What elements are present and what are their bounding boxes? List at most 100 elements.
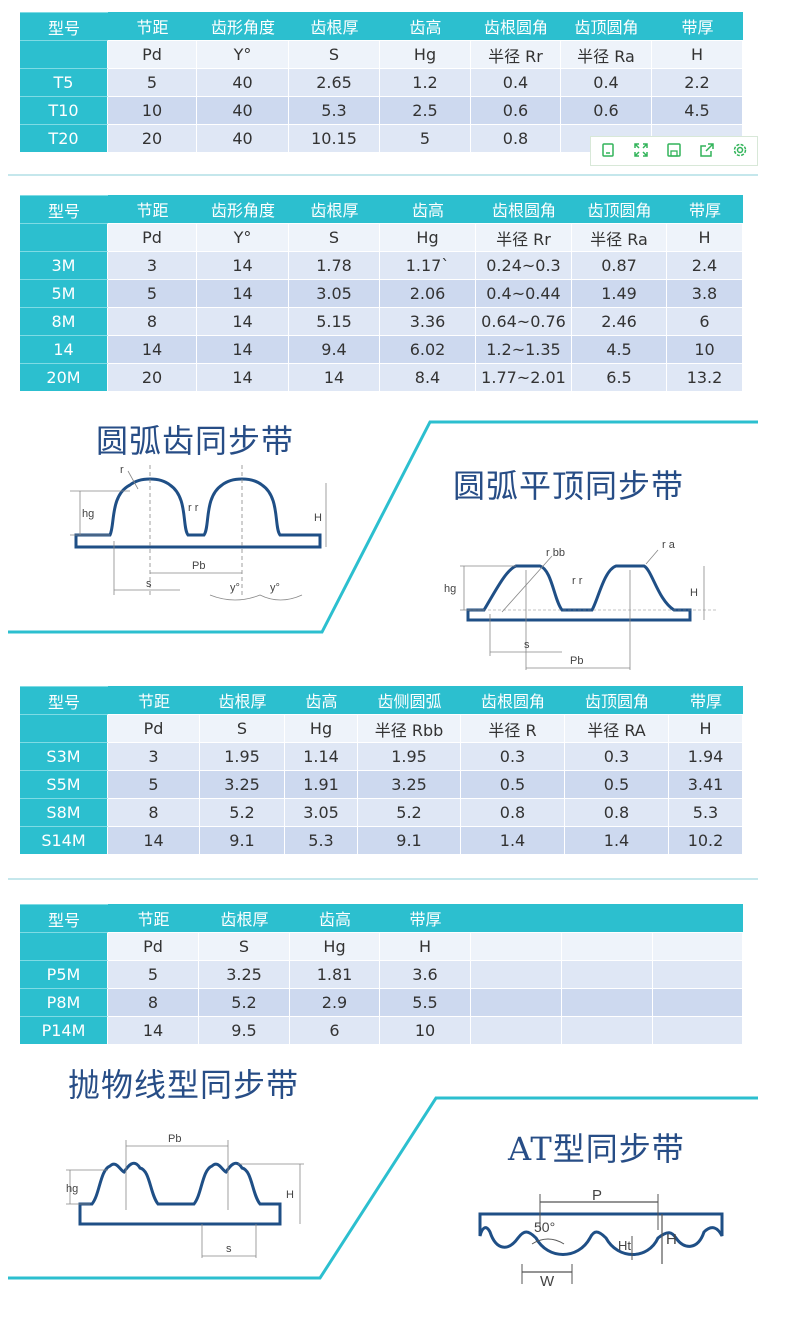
table-row-cell: 14 [197,279,289,307]
header-row-cell: 齿根圆角 [461,686,565,714]
header-row-cell: 齿侧圆弧 [358,686,461,714]
table-row-cell [653,1016,743,1044]
table-row-cell: 10 [380,1016,471,1044]
subheader-row-cell: H [667,223,743,251]
table-row-cell: 8.4 [380,363,476,391]
header-row-cell: 齿根圆角 [476,195,572,223]
section-title-parabolic: 抛物线型同步带 [68,1066,300,1104]
table-row-cell: 5 [108,279,197,307]
table-row-cell: S3M [20,742,108,770]
header-row-cell: 型号 [20,904,108,932]
label-hg: hg [82,508,94,520]
table-row-cell [562,1016,653,1044]
table-row-cell: S8M [20,798,108,826]
table-row-cell: 1.91 [285,770,358,798]
subheader-row-cell: Pd [108,40,197,68]
subheader-row-cell: 半径 Ra [572,223,667,251]
header-row-cell: 型号 [20,686,108,714]
settings-icon[interactable] [731,142,749,160]
table-row-cell: P5M [20,960,108,988]
table-row-cell: 8 [108,307,197,335]
table-row-cell: 5.2 [358,798,461,826]
table-row-cell: 0.4~0.44 [476,279,572,307]
table-row: S8M 8 5.2 3.05 5.2 0.8 0.8 5.3 [20,798,743,826]
table-row-cell: P8M [20,988,108,1016]
header-row-cell: 齿根厚 [199,904,290,932]
table-row-cell: 10 [108,96,197,124]
section-title-arc-tooth: 圆弧齿同步带 [96,422,295,460]
subheader-row-cell: Hg [285,714,358,742]
accent-frame-1 [8,420,758,634]
diagram-parabolic: hg H Pb s [66,1133,304,1258]
label-y1: y° [230,582,240,594]
table-row-cell: 3 [108,742,200,770]
header-row-cell: 型号 [20,12,108,40]
header-row-cell: 齿高 [290,904,380,932]
table-row-cell: 0.8 [461,798,565,826]
table-row-cell [653,988,743,1016]
subheader-row-cell: S [289,223,380,251]
expand-icon[interactable] [632,142,650,160]
table-row: 3M 3 14 1.78 1.17` 0.24~0.3 0.87 2.4 [20,251,743,279]
subheader-row-cell: S [289,40,380,68]
table-row-cell: 40 [197,68,289,96]
header-row-cell: 齿形角度 [197,195,289,223]
header-row-cell: 带厚 [380,904,471,932]
table-row: P5M 5 3.25 1.81 3.6 [20,960,743,988]
subheader-row-cell [562,932,653,960]
table-row-cell: 3.25 [200,770,285,798]
subheader-row-cell: Hg [380,223,476,251]
subheader-row-cell: Pd [108,932,199,960]
table-row-cell: 1.49 [572,279,667,307]
table-row-cell: 5.3 [669,798,743,826]
header-row-cell: 节距 [108,686,200,714]
label-rr: r r [188,502,199,514]
save-icon[interactable] [665,142,683,160]
label-angle: 50° [534,1219,555,1235]
spec-table-s-series: 型号 节距 齿根厚 齿高 齿侧圆弧 齿根圆角 齿顶圆角 带厚 Pd S Hg 半径 Rbb 半径 R 半径… [20,686,743,854]
spec-table-t-series: 型号 节距 齿形角度 齿根厚 齿高 齿根圆角 齿顶圆角 带厚 Pd Y° S Hg 半径 Rr 半径 Ra… [20,12,743,152]
table-row-cell: 0.3 [461,742,565,770]
header-row-cell: 齿高 [380,195,476,223]
label-Ht: Ht [618,1238,631,1253]
table-row-cell: 3.36 [380,307,476,335]
table-row-cell: 0.24~0.3 [476,251,572,279]
header-row-cell: 齿顶圆角 [572,195,667,223]
table-row-cell: 3.6 [380,960,471,988]
table-row-cell: 6 [667,307,743,335]
header-row-cell: 齿高 [285,686,358,714]
header-row-cell [653,904,743,932]
table-row-cell: 3M [20,251,108,279]
table-row-cell: 0.8 [471,124,561,152]
table-row-cell: 3.25 [358,770,461,798]
table-row-cell: T5 [20,68,108,96]
table-row-cell: 2.4 [667,251,743,279]
subheader-row-cell: Hg [380,40,471,68]
copy-icon[interactable] [599,142,617,160]
table-row-cell: 14 [197,307,289,335]
table-row: S5M 5 3.25 1.91 3.25 0.5 0.5 3.41 [20,770,743,798]
table-row-cell: T10 [20,96,108,124]
table-row-cell: 1.94 [669,742,743,770]
table-row-cell: 3.25 [199,960,290,988]
subheader-row-cell: 半径 R [461,714,565,742]
subheader-row-cell [20,714,108,742]
table-row-cell: 4.5 [652,96,743,124]
table-row-cell [562,960,653,988]
table-row-cell: 14 [108,335,197,363]
accent-frame-2 [8,1096,758,1280]
label-s: s [226,1243,232,1255]
table-row-cell: 10.15 [289,124,380,152]
label-s: s [524,639,530,651]
header-row-cell: 齿根圆角 [471,12,561,40]
header-row-cell: 齿根厚 [289,12,380,40]
table-row: T20 20 40 10.15 5 0.8 [20,124,743,152]
header-row-cell: 齿顶圆角 [561,12,652,40]
header-row-cell: 节距 [108,904,199,932]
table-row-cell: 9.5 [199,1016,290,1044]
subheader-row-cell [471,932,562,960]
table-row-cell: 1.2~1.35 [476,335,572,363]
label-rbb: r bb [546,547,565,559]
share-icon[interactable] [698,142,716,160]
label-P: P [592,1187,602,1204]
